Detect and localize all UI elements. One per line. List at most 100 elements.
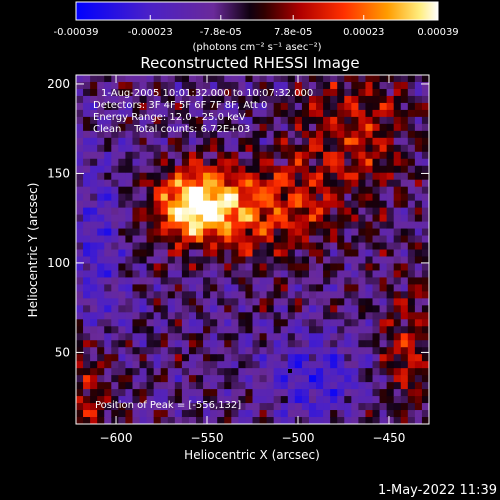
heatmap-cell [407,340,416,348]
heatmap-cell [153,396,162,404]
heatmap-cell [365,403,374,411]
heatmap-cell [139,228,148,237]
heatmap-cell [337,396,345,404]
heatmap-cell [386,284,395,292]
heatmap-cell [316,298,324,306]
heatmap-cell [393,151,402,160]
heatmap-cell [125,102,134,111]
heatmap-cell [238,263,247,272]
colorbar-tick-label: 0.00023 [343,27,384,38]
heatmap-cell [245,221,254,230]
heatmap-cell [245,375,254,383]
heatmap-cell [139,375,148,383]
heatmap-cell [132,186,141,195]
heatmap-cell [365,361,374,369]
heatmap-cell [386,95,395,104]
heatmap-cell [351,130,359,139]
heatmap-cell [160,382,169,390]
heatmap-cell [323,144,331,153]
heatmap-cell [97,221,105,230]
heatmap-cell [414,193,423,202]
heatmap-cell [393,249,402,258]
heatmap-cell [104,193,112,202]
heatmap-cell [90,102,98,111]
heatmap-cell [252,389,261,397]
heatmap-cell [301,326,310,334]
heatmap-cell [196,340,204,348]
heatmap-cell [217,235,225,244]
heatmap-cell [386,158,395,167]
heatmap-cell [337,417,345,424]
heatmap-cell [76,81,84,90]
heatmap-cell [330,361,338,369]
heatmap-cell [393,389,402,397]
heatmap-cell [188,81,197,90]
heatmap-cell [344,291,352,299]
heatmap-cell [132,228,141,237]
heatmap-cell [132,403,141,411]
heatmap-cell [259,403,268,411]
heatmap-cell [421,123,429,132]
heatmap-cell [337,88,345,97]
heatmap-cell [323,396,331,404]
heatmap-cell [76,333,84,341]
heatmap-cell [273,347,282,355]
heatmap-cell [372,221,381,230]
heatmap-cell [407,116,416,125]
heatmap-cell [111,95,119,104]
heatmap-cell [245,417,254,424]
heatmap-cell [167,144,176,153]
heatmap-cell [181,312,190,320]
heatmap-cell [132,382,141,390]
heatmap-cell [316,123,324,132]
heatmap-cell [245,403,254,411]
heatmap-cell [330,417,338,424]
heatmap-cell [132,417,141,424]
heatmap-cell [330,109,338,118]
heatmap-cell [160,277,169,285]
heatmap-cell [174,172,183,181]
heatmap-cell [323,179,331,188]
heatmap-cell [379,200,388,209]
heatmap-cell [316,214,324,223]
heatmap-cell [167,256,176,265]
heatmap-cell [280,375,289,383]
heatmap-cell [330,186,338,195]
heatmap-cell [421,102,429,111]
heatmap-cell [224,319,232,327]
heatmap-cell [358,123,367,132]
heatmap-cell [372,249,381,258]
heatmap-cell [414,207,423,216]
heatmap-cell [273,179,282,188]
heatmap-cell [344,319,352,327]
heatmap-cell [393,116,402,125]
heatmap-cell [146,130,155,139]
heatmap-cell [196,165,204,174]
heatmap-cell [139,291,148,299]
heatmap-cell [188,193,197,202]
heatmap-cell [337,410,345,418]
heatmap-cell [146,333,155,341]
heatmap-cell [111,144,119,153]
heatmap-cell [308,375,317,383]
heatmap-cell [118,186,127,195]
heatmap-cell [337,186,345,195]
heatmap-cell [358,75,367,83]
heatmap-cell [266,130,275,139]
heatmap-cell [323,186,331,195]
heatmap-cell [146,291,155,299]
heatmap-cell [259,242,268,251]
heatmap-cell [118,277,127,285]
heatmap-cell [301,319,310,327]
heatmap-cell [160,193,169,202]
heatmap-cell [379,305,388,313]
heatmap-cell [76,116,84,125]
heatmap-cell [224,417,232,424]
heatmap-cell [372,144,381,153]
heatmap-cell [167,312,176,320]
heatmap-cell [351,291,359,299]
heatmap-cell [245,382,254,390]
heatmap-cell [351,326,359,334]
heatmap-cell [118,116,127,125]
heatmap-cell [386,200,395,209]
